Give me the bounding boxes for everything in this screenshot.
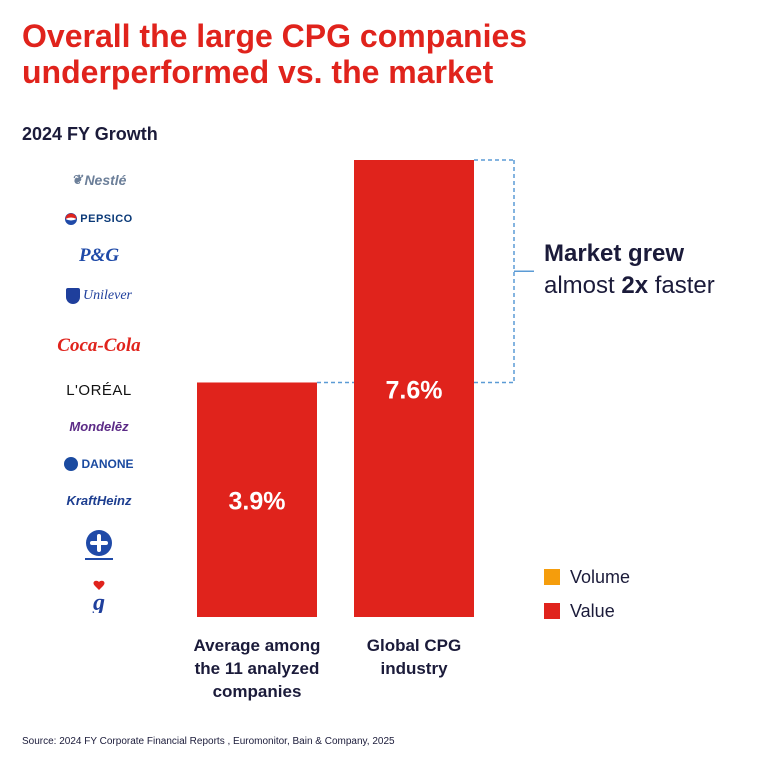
category-label-0-line-2: companies — [213, 682, 302, 701]
data-label-1: 7.6% — [386, 377, 443, 405]
unilever-u-icon — [66, 288, 80, 304]
legend-item-value: Value — [544, 594, 630, 628]
nestle-nest-icon: ❦ — [71, 172, 83, 187]
market-growth-callout: Market grew almost 2x faster — [544, 238, 715, 302]
category-label-0-line-1: the 11 analyzed — [195, 659, 320, 678]
general-mills-g-icon: g — [92, 580, 105, 613]
chart-subtitle: 2024 FY Growth — [22, 124, 158, 144]
chart-legend: Volume Value — [544, 560, 630, 628]
page-title: Overall the large CPG companies underper… — [22, 18, 528, 90]
legend-swatch-volume — [544, 569, 560, 585]
nestle-logo-text: Nestlé — [84, 172, 127, 188]
colgate-emblem-icon — [85, 530, 113, 560]
unilever-logo-text: Unilever — [83, 288, 132, 303]
bar-global-industry — [354, 160, 474, 617]
kraft-heinz-logo: KraftHeinz — [66, 492, 132, 508]
mondelez-logo: Mondelēz — [69, 418, 129, 434]
callout-multiplier: 2x — [621, 272, 649, 299]
callout-line-2-post: faster — [654, 272, 715, 299]
svg-text:g: g — [92, 590, 105, 613]
pepsi-globe-icon — [65, 213, 78, 225]
bar-average-companies — [197, 382, 317, 617]
category-label-0-line-0: Average among — [194, 636, 321, 655]
source-footnote: Source: 2024 FY Corporate Financial Repo… — [22, 736, 395, 747]
callout-line-2: almost 2x faster — [544, 270, 715, 302]
legend-label-volume: Volume — [570, 566, 631, 587]
unilever-logo: Unilever — [56, 284, 142, 308]
general-mills-logo: g — [56, 578, 142, 614]
legend-item-volume: Volume — [544, 560, 630, 594]
data-label-0: 3.9% — [229, 488, 286, 516]
danone-circle-icon — [64, 457, 79, 471]
category-label-1-line-0: Global CPG — [367, 636, 461, 655]
danone-logo: DANONE — [56, 452, 142, 476]
nestle-logo: ❦ Nestlé — [56, 168, 142, 192]
danone-logo-text: DANONE — [81, 457, 134, 471]
pepsico-logo-text: PEPSICO — [80, 213, 133, 225]
loreal-logo: L'ORÉAL — [66, 381, 132, 399]
legend-swatch-value — [544, 603, 560, 619]
pepsico-logo: PEPSICO — [56, 207, 142, 231]
colgate-palmolive-logo — [56, 526, 142, 564]
category-label-1-line-1: industry — [380, 659, 448, 678]
legend-label-value: Value — [570, 600, 615, 621]
callout-line-2-pre: almost — [544, 272, 615, 299]
callout-line-1: Market grew — [544, 240, 685, 267]
coca-cola-logo: Coca-Cola — [57, 335, 141, 356]
pg-logo: P&G — [78, 245, 120, 266]
